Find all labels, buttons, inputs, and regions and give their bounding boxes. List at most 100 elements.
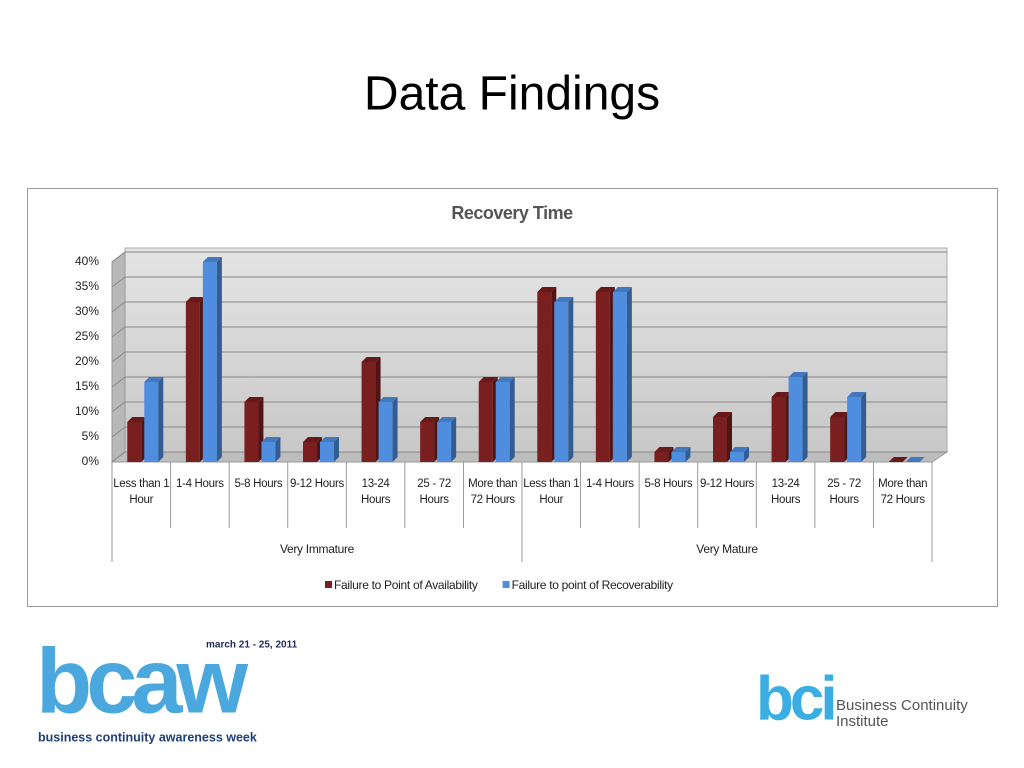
- legend-label: Failure to point of Recoverability: [512, 578, 674, 592]
- legend-label: Failure to Point of Availability: [334, 578, 478, 592]
- bci-name: Institute: [836, 713, 889, 730]
- bar: [303, 437, 322, 462]
- x-tick-label: More than 72 Hours: [468, 478, 518, 506]
- bar-side: [216, 257, 222, 462]
- bar: [420, 417, 440, 462]
- group-label: Very Immature: [280, 542, 355, 556]
- bar: [378, 397, 398, 462]
- x-tick-label: 25 - 72 Hours: [417, 478, 451, 506]
- bar-top: [847, 392, 867, 397]
- bar-top: [378, 397, 398, 402]
- bar: [788, 372, 808, 462]
- bar-side: [626, 287, 632, 462]
- bcaw-logo: bcaw: [36, 630, 249, 732]
- bar-top: [495, 377, 515, 382]
- bar-top: [788, 372, 808, 377]
- bar-front: [595, 292, 610, 462]
- bar: [905, 457, 925, 462]
- bar-side: [802, 372, 808, 462]
- bar-front: [437, 422, 452, 462]
- bar-top: [595, 287, 615, 292]
- bar-front: [361, 362, 376, 462]
- x-tick-label: 13-24 Hours: [360, 478, 391, 506]
- bar-top: [905, 457, 925, 462]
- bar-top: [303, 437, 322, 442]
- grid-line: [111, 351, 947, 363]
- bar: [144, 377, 164, 462]
- bar-front: [202, 262, 217, 462]
- x-tick-label: 1-4 Hours: [175, 478, 224, 490]
- bar-side: [451, 417, 457, 462]
- bar-top: [888, 457, 908, 462]
- bar-front: [537, 292, 552, 462]
- y-tick-label: 15%: [75, 379, 99, 393]
- bar-side: [568, 297, 574, 462]
- bar: [595, 287, 615, 462]
- x-tick-label: 9-12 Hours: [290, 478, 344, 490]
- bar-top: [437, 417, 457, 422]
- bar-top: [730, 447, 749, 452]
- bar-top: [202, 257, 222, 262]
- bar-top: [320, 437, 339, 442]
- bar-top: [671, 447, 691, 452]
- bar-front: [144, 382, 159, 462]
- bar-side: [334, 437, 339, 462]
- bar-front: [244, 402, 259, 462]
- bar-front: [654, 452, 669, 462]
- y-tick-label: 40%: [75, 254, 99, 268]
- chart-title: Recovery Time: [451, 203, 573, 223]
- x-tick-label: 13-24 Hours: [770, 478, 801, 506]
- grid-line: [111, 326, 947, 338]
- bar-top: [554, 297, 574, 302]
- bar-front: [713, 417, 727, 462]
- grid-line: [111, 426, 947, 438]
- bar-front: [127, 422, 142, 462]
- bar-top: [537, 287, 557, 292]
- bar: [185, 297, 205, 462]
- bar-front: [830, 417, 845, 462]
- legend-swatch: [325, 581, 332, 588]
- bar: [127, 417, 147, 462]
- y-tick-label: 20%: [75, 354, 99, 368]
- bar: [730, 447, 749, 462]
- bar-side: [509, 377, 515, 462]
- bar-side: [158, 377, 164, 462]
- floor: [110, 451, 949, 463]
- bar: [612, 287, 632, 462]
- bar: [671, 447, 691, 462]
- bar-front: [788, 377, 803, 462]
- bar-side: [744, 447, 749, 462]
- x-tick-label: 5-8 Hours: [234, 478, 283, 490]
- bar-front: [303, 442, 317, 462]
- bar-top: [478, 377, 498, 382]
- bar: [847, 392, 867, 462]
- grid-line: [111, 401, 947, 413]
- y-tick-label: 35%: [75, 279, 99, 293]
- bar-front: [261, 442, 276, 462]
- bar-top: [144, 377, 164, 382]
- bar-front: [320, 442, 334, 462]
- bar-front: [420, 422, 435, 462]
- bar-front: [378, 402, 393, 462]
- bar-front: [671, 452, 686, 462]
- group-label: Very Mature: [696, 542, 758, 556]
- bar: [713, 412, 732, 462]
- bar-front: [185, 302, 200, 462]
- bar-top: [612, 287, 632, 292]
- bar: [888, 457, 908, 462]
- bar-side: [275, 437, 281, 462]
- bar-front: [495, 382, 510, 462]
- bar-front: [771, 397, 786, 462]
- bar: [537, 287, 557, 462]
- bar-side: [392, 397, 398, 462]
- bar: [361, 357, 381, 462]
- bci-logo: bci: [756, 664, 834, 733]
- bcaw-date: march 21 - 25, 2011: [206, 640, 298, 651]
- bar-side: [861, 392, 867, 462]
- bar-side: [685, 447, 691, 462]
- y-tick-label: 5%: [82, 429, 100, 443]
- x-tick-label: Less than 1 Hour: [523, 478, 580, 506]
- bar-front: [847, 397, 862, 462]
